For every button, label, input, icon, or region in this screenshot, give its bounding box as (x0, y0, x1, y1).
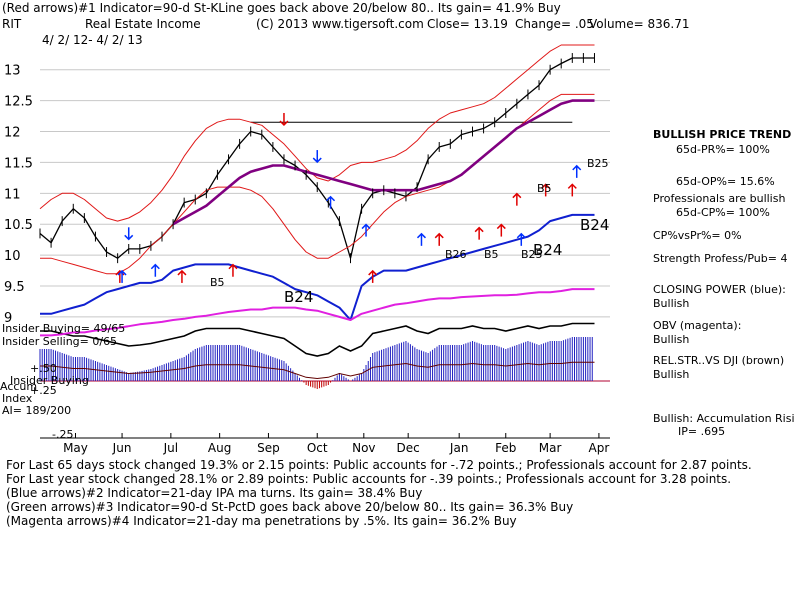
red-buy-arrow-head (567, 183, 577, 189)
red-buy-arrow-head (496, 223, 506, 230)
closing-power-value: Bullish (653, 297, 690, 310)
accumulation-bars (39, 322, 610, 389)
change-value: Change= .05 (515, 17, 594, 31)
red-buy-arrow-head (434, 232, 444, 239)
b5-label-3: B5 (484, 248, 499, 261)
accum-plus25-label: +.25 (30, 384, 57, 397)
x-tick-label: Aug (208, 441, 231, 455)
professionals-text: Professionals are bullish (653, 192, 786, 205)
red-buy-arrow-head (177, 269, 187, 276)
b25-label-2: B25 (521, 248, 543, 261)
x-tick-label: May (63, 441, 88, 455)
b24-label-2: B24 (533, 241, 563, 259)
blue-buy-arrow-head (150, 263, 160, 270)
footer-line-year: For Last year stock changed 28.1% or 2.8… (6, 472, 732, 486)
blue-buy-arrow-head (516, 232, 526, 239)
accum-label: Accum (0, 380, 38, 393)
insider-buying-text-2: Insider Buying (10, 374, 89, 387)
indicator-red-text: (Red arrows)#1 Indicator=90-d St-KLine g… (2, 1, 561, 15)
y-tick-label: 12 (4, 126, 21, 141)
close-value: Close= 13.19 (427, 17, 508, 31)
x-axis: May Jun Jul Aug Sep Oct Nov Dec Jan Feb Mar Apr (40, 433, 610, 455)
b26-label: B26 (445, 248, 467, 261)
insider-buying-text: Insider Buying= 49/65 (2, 322, 126, 335)
signal-arrows (115, 112, 582, 283)
chart-grid (40, 69, 610, 318)
blue-buy-arrow-head (117, 269, 127, 276)
pr-value: 65d-PR%= 100% (676, 143, 770, 156)
blue-buy-arrow-head (572, 164, 582, 171)
footer-line-green-arrows: (Green arrows)#3 Indicator=90-d St-PctD … (6, 500, 574, 514)
b24-label-3: B24 (580, 216, 610, 234)
y-tick-label: 11 (4, 187, 21, 202)
blue-buy-arrow-head (416, 232, 427, 239)
price-lines (39, 44, 595, 337)
stock-name: Real Estate Income (85, 17, 201, 31)
x-tick-label: Oct (307, 441, 328, 455)
footer-line-65day: For Last 65 days stock changed 19.3% or … (6, 458, 752, 472)
closing-power-label: CLOSING POWER (blue): (653, 283, 786, 296)
x-tick-label: Jul (163, 441, 178, 455)
b5-label-2: B5 (537, 182, 552, 195)
relstr-value: Bullish (653, 368, 690, 381)
red-buy-arrow-head (368, 269, 378, 276)
trend-title: BULLISH PRICE TREND (653, 128, 792, 141)
footer-line-magenta-arrows: (Magenta arrows)#4 Indicator=21-day ma p… (6, 514, 517, 528)
x-tick-label: Nov (352, 441, 375, 455)
insider-selling-text: Insider Selling= 0/65 (2, 335, 118, 348)
blue-sell-arrow-head (312, 157, 322, 164)
x-tick-label: Dec (397, 441, 420, 455)
accum-minus25-label: -.25 (52, 428, 74, 441)
red-buy-arrow-head (541, 183, 551, 189)
b25-label: B25 (587, 157, 609, 170)
footer-line-blue-arrows: (Blue arrows)#2 Indicator=21-day IPA ma … (6, 486, 423, 500)
y-tick-label: 11.5 (4, 156, 33, 171)
cp-value: 65d-CP%= 100% (676, 206, 770, 219)
red-buy-arrow-head (474, 226, 484, 233)
ip-value: IP= .695 (678, 425, 726, 438)
b24-label-1: B24 (284, 288, 314, 306)
x-tick-label: Mar (539, 441, 562, 455)
index-label: Index (2, 392, 33, 405)
op-value: 65d-OP%= 15.6% (676, 175, 775, 188)
y-tick-label: 12.5 (4, 95, 33, 110)
series-closing-power (40, 213, 595, 321)
red-buy-arrow-head (512, 192, 522, 199)
relstr-label: REL.STR..VS DJI (brown) (653, 354, 785, 367)
cpvspr-value: CP%vsPr%= 0% (653, 229, 742, 242)
y-tick-label: 10.5 (4, 218, 33, 233)
volume-value: Volume= 836.71 (589, 17, 690, 31)
y-axis: 13 12.5 12 11.5 11 10.5 10 9.5 9 (4, 64, 33, 326)
series-obv (40, 288, 595, 337)
b5-label-1: B5 (210, 276, 225, 289)
red-buy-arrow-head (228, 263, 238, 270)
accum-plus50-label: +.50 (30, 362, 57, 375)
strength-value: Strength Profess/Pub= 4 (653, 252, 788, 265)
y-tick-label: 9 (4, 311, 12, 326)
y-tick-label: 13 (4, 64, 21, 79)
ai-value: AI= 189/200 (2, 404, 72, 417)
x-tick-label: Jan (449, 441, 469, 455)
accum-ma-line (40, 361, 595, 380)
x-tick-label: Sep (257, 441, 280, 455)
x-tick-label: Feb (495, 441, 516, 455)
accumulation-label: Bullish: Accumulation Risi (653, 412, 795, 425)
blue-sell-arrow-head (124, 234, 134, 241)
obv-label: OBV (magenta): (653, 319, 742, 332)
x-tick-label: Apr (589, 441, 610, 455)
blue-buy-arrow-head (326, 195, 336, 202)
relative-strength-line (40, 322, 595, 357)
y-tick-label: 9.5 (4, 280, 25, 295)
y-tick-label: 10 (4, 249, 21, 264)
date-range: 4/ 2/ 12- 4/ 2/ 13 (42, 33, 143, 47)
series-upper-band (39, 44, 595, 222)
symbol-label: RIT (2, 17, 22, 31)
x-tick-label: Jun (112, 441, 132, 455)
obv-value: Bullish (653, 333, 690, 346)
red-sell-arrow-head (279, 120, 289, 127)
blue-buy-arrow-head (361, 223, 371, 230)
copyright-text: (C) 2013 www.tigersoft.com (256, 17, 424, 31)
